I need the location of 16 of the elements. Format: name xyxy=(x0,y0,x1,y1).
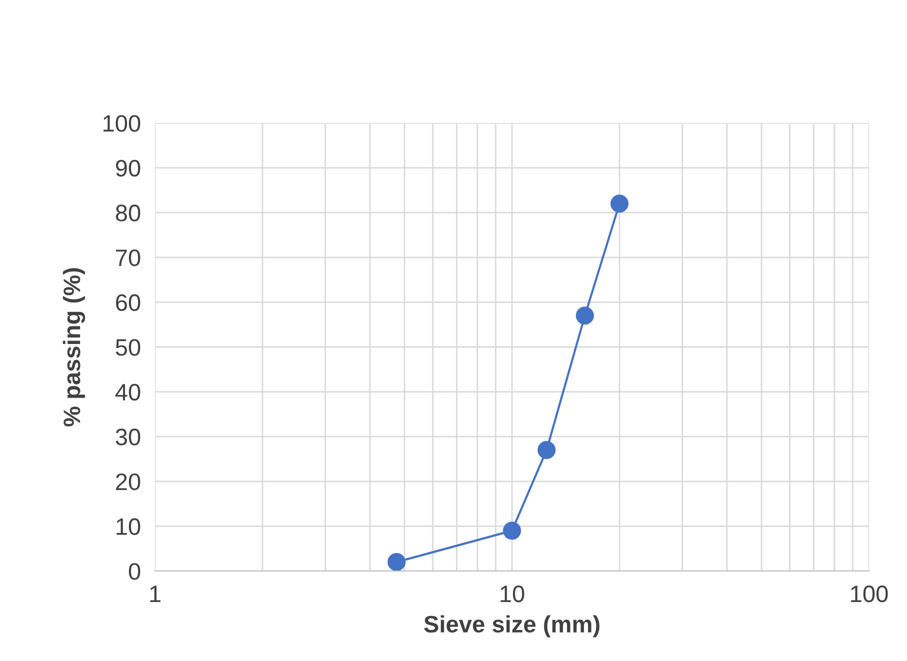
y-tick-label: 20 xyxy=(116,473,140,490)
y-tick-label: 70 xyxy=(116,249,140,266)
x-tick-label: 1 xyxy=(150,586,160,602)
y-tick-label: 60 xyxy=(116,294,140,311)
y-tick-label: 50 xyxy=(116,339,140,356)
y-tick-label: 90 xyxy=(116,160,140,177)
x-axis-title: Sieve size (mm) xyxy=(424,615,600,638)
y-tick-label: 80 xyxy=(116,204,140,222)
y-tick-label: 0 xyxy=(128,563,140,580)
y-tick-label: 30 xyxy=(116,428,140,446)
y-tick-label: 10 xyxy=(116,518,140,535)
y-tick-label: 100 xyxy=(104,115,140,132)
y-axis-title: % passing (%) xyxy=(62,268,86,426)
x-tick-label: 10 xyxy=(500,586,524,602)
x-tick-label: 100 xyxy=(851,586,888,602)
y-tick-label: 40 xyxy=(115,384,140,401)
